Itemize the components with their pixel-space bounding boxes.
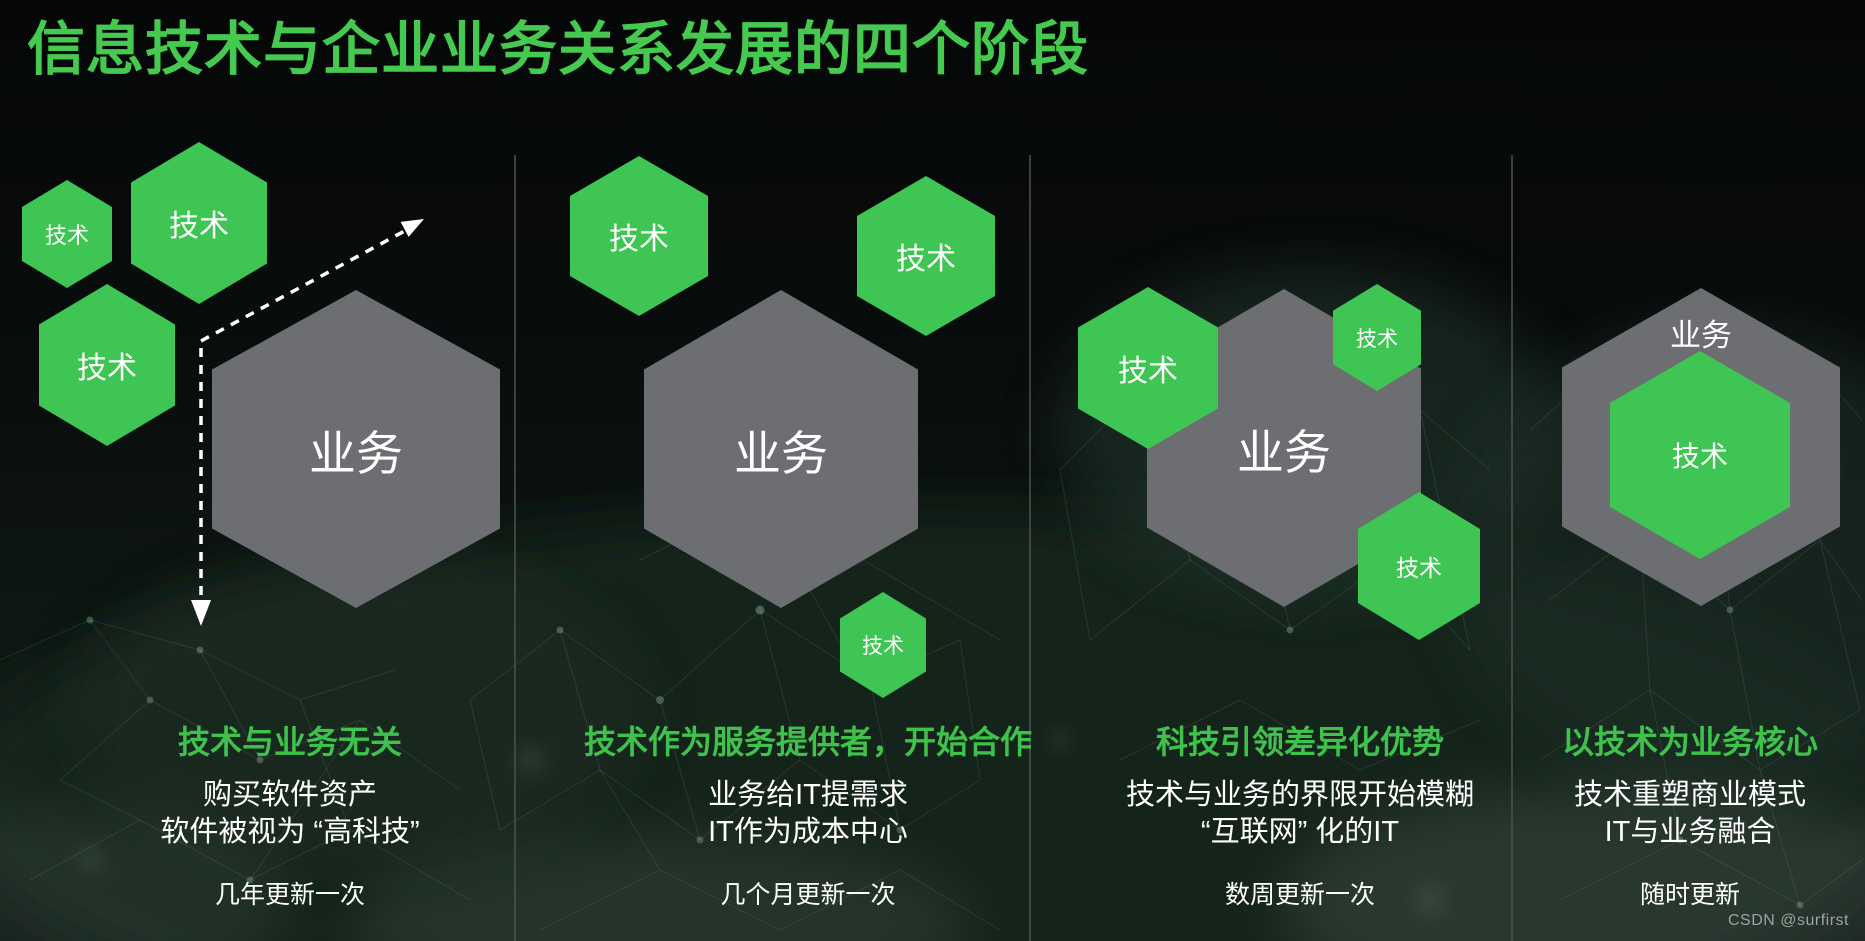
stage-2-body-line1: 业务给IT提需求 <box>708 779 908 811</box>
stage-4-heading: 以技术为业务核心 <box>1561 724 1818 760</box>
stage-1-caption: 技术与业务无关 购买软件资产 软件被视为 “高科技” 几年更新一次 <box>70 724 510 911</box>
stage-2-caption: 技术作为服务提供者，开始合作 业务给IT提需求 IT作为成本中心 几个月更新一次 <box>573 724 1043 911</box>
stage-1-body-line1: 购买软件资产 <box>202 779 377 811</box>
stage3-tech-hexagon-left: 技术 <box>1078 287 1218 449</box>
hexagon-label: 技术 <box>896 243 956 276</box>
stage1-tech-hexagon-mid: 技术 <box>39 284 175 446</box>
stage-4-update-cycle: 随时更新 <box>1639 881 1740 909</box>
stage-3-caption: 科技引领差异化优势 技术与业务的界限开始模糊 “互联网” 化的IT 数周更新一次 <box>1080 724 1520 911</box>
stage1-business-hexagon: 业务 <box>212 290 500 608</box>
stage-1-heading: 技术与业务无关 <box>177 724 402 760</box>
stage-3-body: 技术与业务的界限开始模糊 “互联网” 化的IT <box>1080 777 1520 851</box>
hexagon-label: 技术 <box>1671 441 1728 472</box>
stage-2-body-line2: IT作为成本中心 <box>708 816 908 848</box>
stage-3-body-line2: “互联网” 化的IT <box>1200 816 1400 848</box>
stage-4-caption: 以技术为业务核心 技术重塑商业模式 IT与业务融合 随时更新 <box>1520 724 1860 911</box>
stage-4-body: 技术重塑商业模式 IT与业务融合 <box>1520 777 1860 851</box>
hexagon-label: 业务 <box>1670 318 1732 353</box>
hexagon-label: 技术 <box>169 210 229 243</box>
hexagon-label: 技术 <box>1118 355 1178 388</box>
column-divider-1 <box>514 155 516 941</box>
stage-3-update-cycle: 数周更新一次 <box>1224 881 1375 909</box>
column-divider-3 <box>1511 155 1513 941</box>
stage1-tech-hexagon-small: 技术 <box>22 180 112 288</box>
stage-2-heading: 技术作为服务提供者，开始合作 <box>583 724 1032 760</box>
stage-3-heading: 科技引领差异化优势 <box>1155 724 1444 760</box>
stage2-tech-hexagon-small: 技术 <box>840 592 926 698</box>
stage-2-update-cycle: 几个月更新一次 <box>720 881 896 909</box>
stage-2-body: 业务给IT提需求 IT作为成本中心 <box>573 777 1043 851</box>
stage-4-body-line2: IT与业务融合 <box>1604 816 1776 848</box>
stage3-tech-hexagon-bottom-right: 技术 <box>1358 492 1480 640</box>
stage-3-body-line1: 技术与业务的界限开始模糊 <box>1125 779 1474 811</box>
hexagon-label: 业务 <box>309 426 403 480</box>
watermark: CSDN @surfirst <box>1727 912 1849 929</box>
hexagon-label: 业务 <box>734 426 828 480</box>
stage-1-body-line2: 软件被视为 “高科技” <box>160 816 420 848</box>
hexagon-label: 技术 <box>862 635 904 658</box>
column-divider-2 <box>1029 155 1031 941</box>
stage2-business-hexagon: 业务 <box>644 290 918 608</box>
hexagon-label: 业务 <box>1237 425 1331 479</box>
stage-1-update-cycle: 几年更新一次 <box>214 881 365 909</box>
hexagon-label: 技术 <box>77 352 137 385</box>
hexagon-label: 技术 <box>609 223 669 256</box>
page-title: 信息技术与企业业务关系发展的四个阶段 <box>27 17 1090 82</box>
hexagon-label: 技术 <box>44 223 89 248</box>
stage-1-body: 购买软件资产 软件被视为 “高科技” <box>70 777 510 851</box>
hexagon-label: 技术 <box>1356 327 1398 351</box>
stage-4-body-line1: 技术重塑商业模式 <box>1573 779 1806 811</box>
hexagon-label: 技术 <box>1396 555 1442 581</box>
